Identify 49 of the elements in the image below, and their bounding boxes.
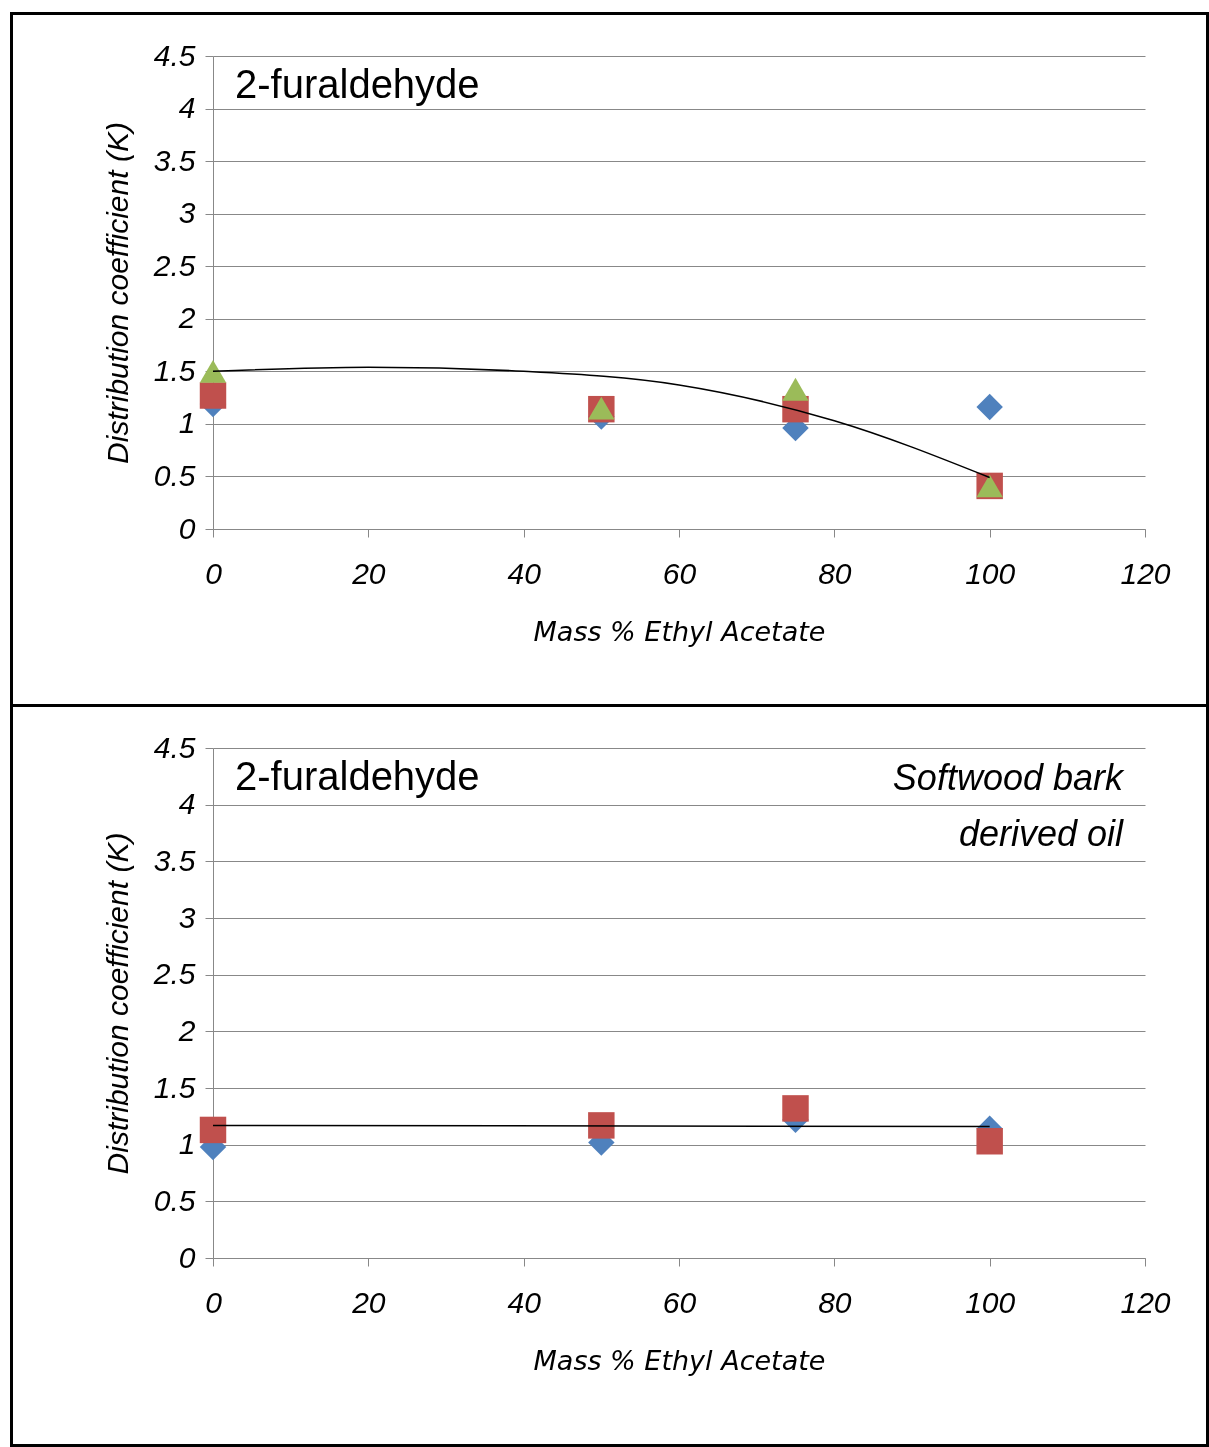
x-tick-label: 0 [205,1285,223,1319]
point [199,1116,227,1144]
x-tick-label: 20 [351,1285,386,1319]
y-axis-title: Distribution coefficient (K) [100,832,134,1175]
y-tick-label: 1.5 [153,1070,196,1104]
y-tick-label: 3.5 [153,843,196,877]
y-tick-label: 3.5 [153,143,196,177]
annotation: 2-furaldehyde [235,754,480,798]
x-tick-label: 40 [507,1285,542,1319]
point [782,1095,809,1122]
y-tick-label: 2.5 [152,957,196,991]
y-tick-label: 4.5 [153,730,196,764]
y-tick-label: 4 [178,91,196,125]
y-tick-label: 4.5 [153,38,196,72]
x-tick-label: 120 [1120,1285,1171,1319]
x-tick-label: 60 [662,1285,697,1319]
y-tick-label: 4 [178,787,196,821]
point [199,359,227,383]
x-tick-label: 100 [965,556,1016,590]
point [199,382,227,409]
y-tick-label: 2 [177,1013,196,1047]
point [976,393,1003,421]
annotation: Softwood bark derived oil [892,757,1125,854]
point [588,1112,615,1139]
point [976,1128,1003,1155]
annotation: 2-furaldehyde [235,62,480,106]
y-tick-label: 2 [177,301,196,335]
x-tick-label: 20 [351,556,386,590]
y-tick-label: 3 [178,196,196,230]
x-axis-title: Mass % Ethyl Acetate [533,615,826,647]
x-tick-label: 60 [662,556,697,590]
x-tick-label: 80 [818,556,852,590]
y-tick-label: 2.5 [152,248,196,282]
y-tick-label: 1 [178,1127,196,1161]
x-tick-label: 0 [205,556,223,590]
point [782,377,809,401]
x-tick-label: 100 [965,1285,1016,1319]
y-axis-title: Distribution coefficient (K) [100,122,134,464]
y-tick-label: 0.5 [153,458,196,492]
y-tick-label: 3 [178,900,196,934]
y-tick-label: 0 [178,1240,196,1274]
y-tick-label: 0.5 [153,1183,196,1217]
x-tick-label: 120 [1120,556,1171,590]
y-tick-label: 0 [178,511,196,545]
x-tick-label: 80 [818,1285,852,1319]
x-tick-label: 40 [507,556,542,590]
y-tick-label: 1 [178,406,196,440]
x-axis-title: Mass % Ethyl Acetate [533,1344,826,1376]
y-tick-label: 1.5 [153,353,196,387]
